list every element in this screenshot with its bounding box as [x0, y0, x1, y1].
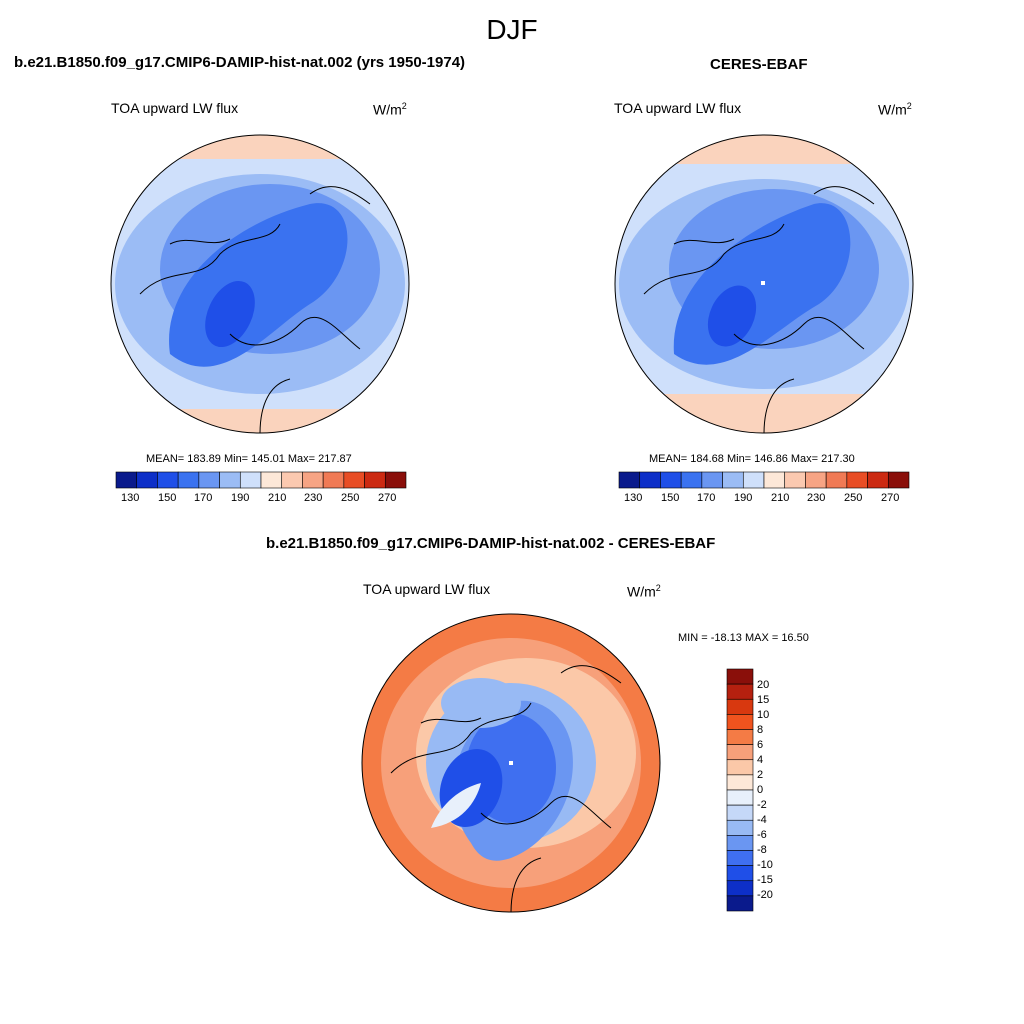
panel3-stats: MIN = -18.13 MAX = 16.50 [678, 632, 809, 644]
colorbar-swatch [726, 835, 754, 851]
panel1-variable-label: TOA upward LW flux [111, 100, 239, 116]
colorbar-swatch [726, 774, 754, 791]
panel3-tick: -2 [757, 799, 767, 811]
colorbar-swatch [726, 729, 754, 745]
colorbar-swatch [115, 471, 138, 489]
panel2-tick: 250 [844, 492, 863, 504]
colorbar-swatch [726, 850, 754, 866]
panel2-tick: 170 [697, 492, 716, 504]
panel3-tick: 0 [757, 784, 764, 796]
panel3-title: b.e21.B1850.f09_g17.CMIP6-DAMIP-hist-nat… [266, 535, 716, 552]
colorbar-swatch [680, 471, 703, 489]
panel1-tick: 270 [378, 492, 397, 504]
colorbar-swatch [639, 471, 661, 489]
panel1-tick: 230 [304, 492, 323, 504]
panel3-tick: -20 [757, 889, 773, 901]
panel3-tick: 8 [757, 724, 764, 736]
panel2-tick: 150 [661, 492, 680, 504]
panel1-tick: 130 [121, 492, 140, 504]
colorbar-swatch [805, 471, 827, 489]
panel2-variable-label: TOA upward LW flux [614, 100, 742, 116]
panel2-polar-map [614, 134, 914, 434]
colorbar-swatch [281, 471, 303, 489]
colorbar-swatch [726, 895, 754, 912]
colorbar-swatch [763, 471, 786, 489]
colorbar-swatch [726, 865, 754, 882]
panel1-tick: 210 [268, 492, 287, 504]
colorbar-swatch [384, 471, 407, 489]
colorbar-swatch [322, 471, 345, 489]
panel2-tick: 130 [624, 492, 643, 504]
colorbar-swatch [726, 759, 754, 776]
colorbar-swatch [726, 819, 754, 836]
colorbar-swatch [726, 683, 754, 700]
colorbar-swatch [157, 471, 179, 489]
panel3-polar-map [361, 613, 661, 913]
colorbar-swatch [343, 471, 365, 489]
panel3-tick: 15 [757, 694, 770, 706]
colorbar-swatch [726, 714, 754, 730]
panel3-colorbar-ticks: 20 15 10 8 6 4 2 0 -2 -4 -6 -8 -10 -15 -… [757, 679, 797, 909]
colorbar-swatch [726, 804, 754, 821]
panel1-tick: 170 [194, 492, 213, 504]
panel2-tick: 230 [807, 492, 826, 504]
panel1-tick: 250 [341, 492, 360, 504]
panel2-tick: 190 [734, 492, 753, 504]
panel3-tick: -15 [757, 874, 773, 886]
colorbar-swatch [726, 668, 754, 685]
panel1-tick: 150 [158, 492, 177, 504]
panel3-tick: 2 [757, 769, 764, 781]
colorbar-swatch [722, 471, 744, 489]
panel3-tick: 10 [757, 709, 770, 721]
panel2-title: CERES-EBAF [710, 56, 808, 73]
panel3-tick: -6 [757, 829, 767, 841]
panel1-stats: MEAN= 183.89 Min= 145.01 Max= 217.87 [146, 453, 352, 465]
colorbar-swatch [726, 880, 754, 897]
panel3-tick: 6 [757, 739, 764, 751]
colorbar-swatch [239, 471, 262, 489]
panel3-tick: -4 [757, 814, 767, 826]
panel3-colorbar [726, 668, 754, 912]
panel2-colorbar-ticks: 130 150 170 190 210 230 250 270 [619, 492, 909, 506]
colorbar-swatch [177, 471, 200, 489]
colorbar-swatch [364, 471, 386, 489]
panel3-variable-label: TOA upward LW flux [363, 581, 491, 597]
panel1-colorbar [115, 471, 407, 489]
panel3-tick: 4 [757, 754, 764, 766]
colorbar-swatch [198, 471, 220, 489]
colorbar-swatch [742, 471, 765, 489]
colorbar-swatch [867, 471, 889, 489]
panel2-stats: MEAN= 184.68 Min= 146.86 Max= 217.30 [649, 453, 855, 465]
panel1-title: b.e21.B1850.f09_g17.CMIP6-DAMIP-hist-nat… [14, 54, 466, 71]
figure-title: DJF [486, 14, 538, 45]
panel1-tick: 190 [231, 492, 250, 504]
colorbar-swatch [260, 471, 283, 489]
colorbar-swatch [887, 471, 910, 489]
colorbar-swatch [726, 789, 754, 806]
panel2-tick: 210 [771, 492, 790, 504]
panel2-units-label: W/m2 [878, 101, 912, 118]
colorbar-swatch [784, 471, 806, 489]
panel2-tick: 270 [881, 492, 900, 504]
colorbar-swatch [846, 471, 868, 489]
panel3-tick: -10 [757, 859, 773, 871]
panel2-colorbar [618, 471, 910, 489]
panel1-polar-map [110, 134, 410, 434]
colorbar-swatch [660, 471, 682, 489]
colorbar-swatch [825, 471, 848, 489]
colorbar-swatch [618, 471, 641, 489]
colorbar-swatch [302, 471, 324, 489]
panel3-tick: -8 [757, 844, 767, 856]
colorbar-swatch [136, 471, 158, 489]
panel1-units-label: W/m2 [373, 101, 407, 118]
colorbar-swatch [726, 744, 754, 761]
panel3-units-label: W/m2 [627, 583, 661, 600]
colorbar-swatch [726, 698, 754, 715]
panel1-colorbar-ticks: 130 150 170 190 210 230 250 270 [116, 492, 406, 506]
colorbar-swatch [701, 471, 723, 489]
panel3-tick: 20 [757, 679, 770, 691]
colorbar-swatch [219, 471, 241, 489]
